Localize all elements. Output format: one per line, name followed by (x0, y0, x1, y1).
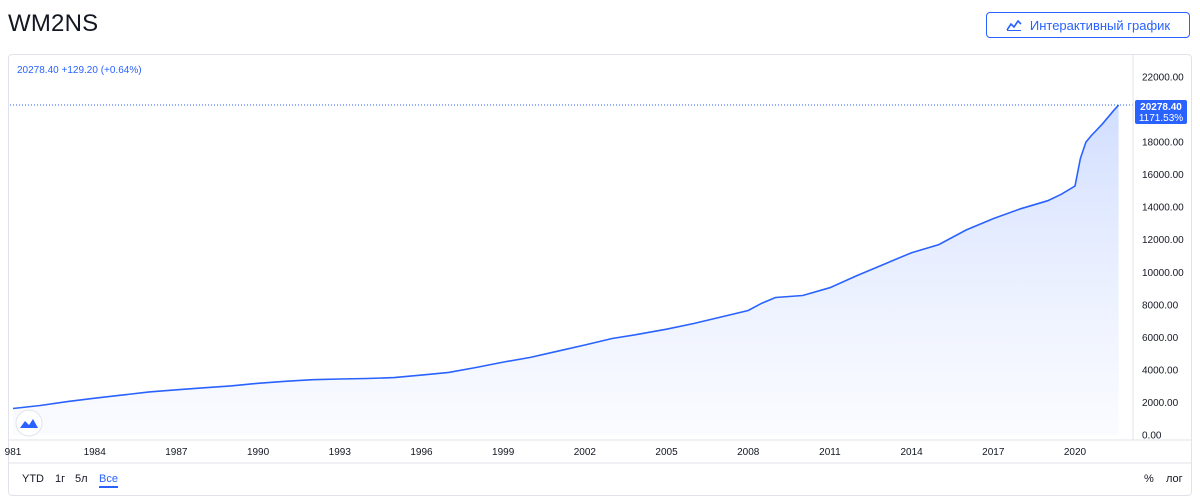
chart-panel (8, 54, 1192, 496)
last-price-change: 1171.53% (1139, 113, 1183, 124)
time-axis[interactable]: 981 1984 1987 1990 1993 1996 1999 2002 2005 2008 2… (5, 447, 1087, 458)
timeframe-1y[interactable]: 1г (55, 473, 66, 485)
x-tick-label: 1999 (492, 447, 515, 458)
x-tick-label: 1993 (329, 447, 352, 458)
x-tick-label: 1984 (84, 447, 107, 458)
y-tick-label: 14000.00 (1142, 203, 1184, 214)
percent-scale-toggle[interactable]: % (1144, 473, 1154, 485)
x-tick-label: 2002 (574, 447, 597, 458)
timeframe-ytd[interactable]: YTD (22, 473, 44, 485)
symbol-title: WM2NS (8, 10, 99, 37)
x-tick-label: 2020 (1064, 447, 1087, 458)
last-price-value: 20278.40 (1140, 102, 1182, 113)
x-tick-label: 2014 (900, 447, 923, 458)
y-tick-label: 22000.00 (1142, 73, 1184, 84)
x-tick-label: 2017 (982, 447, 1005, 458)
y-tick-label: 4000.00 (1142, 365, 1179, 376)
x-tick-label: 1996 (410, 447, 433, 458)
tradingview-logo-icon[interactable] (15, 409, 43, 437)
interactive-chart-button[interactable]: Интерактивный график (986, 12, 1190, 38)
y-tick-label: 16000.00 (1142, 170, 1184, 181)
series-area (13, 105, 1119, 435)
x-tick-label: 2008 (737, 447, 760, 458)
y-tick-label: 6000.00 (1142, 333, 1179, 344)
y-tick-label: 12000.00 (1142, 235, 1184, 246)
y-tick-label: 18000.00 (1142, 138, 1184, 149)
log-scale-toggle[interactable]: лог (1166, 473, 1183, 485)
x-tick-label: 1990 (247, 447, 270, 458)
price-axis[interactable]: 0.00 2000.00 4000.00 6000.00 8000.00 10000.00… (1142, 73, 1184, 442)
x-tick-label: 981 (5, 447, 22, 458)
timeframe-5y[interactable]: 5л (75, 473, 88, 485)
x-tick-label: 1987 (165, 447, 188, 458)
ohlc-legend: 20278.40 +129.20 (+0.64%) (17, 65, 142, 76)
y-tick-label: 0.00 (1142, 431, 1162, 442)
x-tick-label: 2005 (655, 447, 678, 458)
x-tick-label: 2011 (819, 447, 841, 458)
y-tick-label: 8000.00 (1142, 300, 1179, 311)
last-price-label: 20278.40 1171.53% (1135, 100, 1187, 124)
timeframe-all[interactable]: Все (99, 473, 118, 488)
interactive-chart-label: Интерактивный график (1029, 17, 1171, 33)
y-tick-label: 10000.00 (1142, 268, 1184, 279)
chart-line-icon (1006, 19, 1022, 31)
series-line (12, 104, 1120, 410)
y-tick-label: 2000.00 (1142, 398, 1179, 409)
